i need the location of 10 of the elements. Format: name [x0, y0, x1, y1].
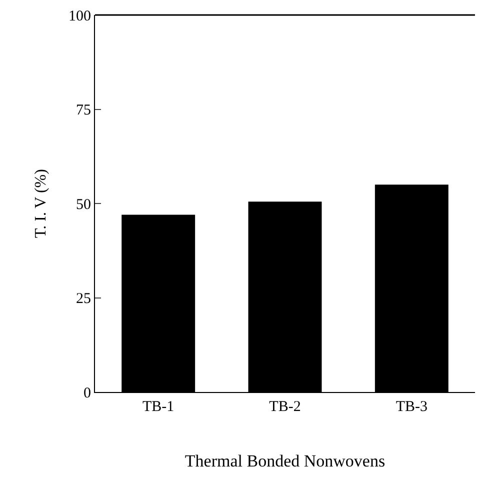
y-tick-label: 100: [68, 8, 91, 24]
y-tick-label: 0: [84, 385, 91, 402]
x-tick-label: TB-1: [142, 399, 174, 415]
y-tick-label: 50: [76, 196, 91, 213]
x-tick-label: TB-3: [396, 399, 428, 415]
y-tick-label: 75: [76, 102, 91, 118]
y-tick-label: 25: [76, 291, 91, 307]
x-tick-label: TB-2: [269, 399, 301, 415]
y-axis-title: T. I. V (%): [32, 169, 50, 238]
x-axis-title: Thermal Bonded Nonwovens: [184, 451, 386, 470]
